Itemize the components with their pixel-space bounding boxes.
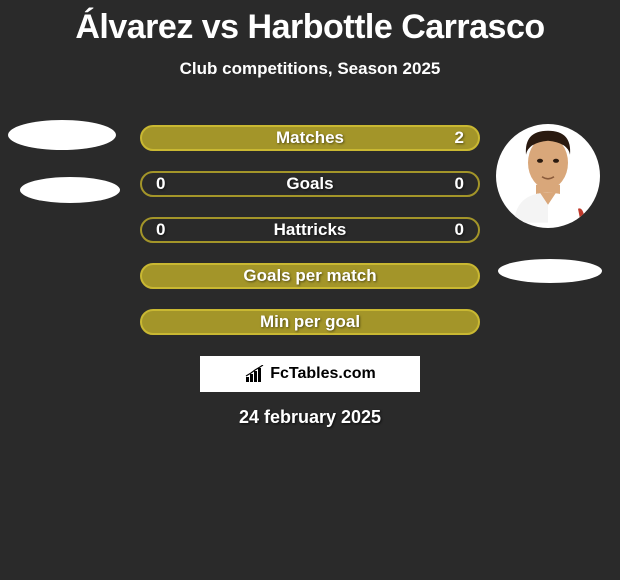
page-title: Álvarez vs Harbottle Carrasco — [0, 8, 620, 47]
player-left-shape-2 — [20, 177, 120, 203]
player-left-shape-1 — [8, 120, 116, 150]
stats-panel: Matches 2 0 Goals 0 0 Hattricks 0 Goals per matc… — [140, 125, 480, 355]
stat-row: Goals per match — [140, 263, 480, 289]
avatar-face-icon — [496, 124, 600, 223]
stat-right-value: 0 — [455, 220, 464, 240]
branding-chart-icon — [244, 365, 266, 383]
stat-row: 0 Hattricks 0 — [140, 217, 480, 243]
stat-label: Min per goal — [260, 312, 360, 332]
stat-label: Hattricks — [274, 220, 347, 240]
stat-right-value: 2 — [455, 128, 464, 148]
branding-badge: FcTables.com — [200, 356, 420, 392]
stat-right-value: 0 — [455, 174, 464, 194]
stat-row: 0 Goals 0 — [140, 171, 480, 197]
player-right-avatar — [496, 124, 600, 228]
player-right-shape — [498, 259, 602, 283]
stat-label: Matches — [276, 128, 344, 148]
stat-label: Goals — [286, 174, 333, 194]
subtitle: Club competitions, Season 2025 — [0, 59, 620, 79]
stat-row: Matches 2 — [140, 125, 480, 151]
stat-row: Min per goal — [140, 309, 480, 335]
stat-label: Goals per match — [243, 266, 376, 286]
stat-left-value: 0 — [156, 174, 165, 194]
stat-left-value: 0 — [156, 220, 165, 240]
branding-text: FcTables.com — [270, 365, 376, 383]
date-footer: 24 february 2025 — [0, 407, 620, 428]
avatar — [496, 124, 600, 228]
